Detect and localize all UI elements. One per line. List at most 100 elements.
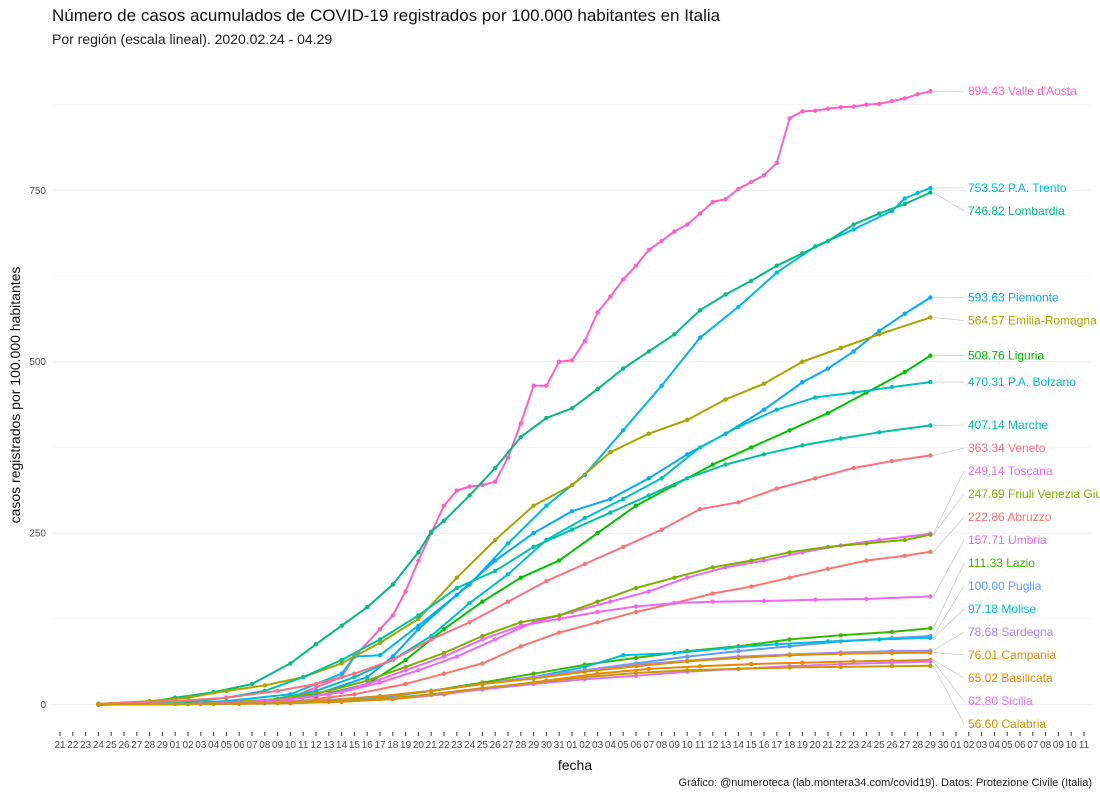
data-point <box>902 96 907 101</box>
data-point <box>96 702 101 707</box>
data-point <box>365 678 370 683</box>
data-point <box>761 558 767 563</box>
x-tick-label: 01 <box>566 740 578 751</box>
data-point <box>851 227 856 232</box>
data-point <box>467 484 472 489</box>
data-point <box>621 653 626 658</box>
data-point <box>403 664 408 670</box>
data-point <box>710 199 715 205</box>
data-point <box>851 222 856 227</box>
data-point <box>480 633 485 639</box>
label-leader-line <box>933 470 965 534</box>
data-point <box>928 663 933 668</box>
x-tick-label: 17 <box>374 740 386 751</box>
data-point <box>928 295 933 300</box>
data-point <box>608 450 613 455</box>
data-point <box>685 476 690 481</box>
data-point <box>275 701 280 706</box>
end-label: 753.52 P.A. Trento <box>968 181 1067 195</box>
data-point <box>710 591 715 596</box>
data-point <box>608 510 613 515</box>
x-tick-label: 30 <box>541 740 553 751</box>
end-label: 62.80 Sicilia <box>968 694 1033 708</box>
data-point <box>889 650 895 656</box>
data-point <box>800 380 805 385</box>
data-point <box>800 251 805 256</box>
x-tick-label: 31 <box>554 740 566 751</box>
data-point <box>390 582 395 587</box>
x-axis-title: fecha <box>558 757 592 773</box>
data-point <box>582 664 587 670</box>
label-leader-line <box>933 317 965 321</box>
x-tick-label: 04 <box>989 740 1001 751</box>
x-tick-label: 11 <box>1079 740 1090 751</box>
label-leader-line <box>933 665 965 725</box>
x-tick-label: 06 <box>630 740 642 751</box>
x-tick-label: 04 <box>605 740 617 751</box>
data-point <box>877 637 882 642</box>
data-point <box>403 589 408 594</box>
data-point <box>505 599 511 604</box>
x-tick-label: 26 <box>118 740 130 751</box>
x-tick-label: 23 <box>451 740 463 751</box>
label-leader-line <box>933 192 965 212</box>
data-point <box>633 655 639 661</box>
series-line <box>98 651 931 706</box>
x-tick-label: 10 <box>285 740 297 751</box>
data-point <box>749 584 754 589</box>
data-point <box>736 186 741 192</box>
data-point <box>454 575 459 580</box>
data-point <box>928 549 933 554</box>
data-point <box>339 657 344 663</box>
label-leader-line <box>933 608 965 639</box>
data-point <box>569 509 575 514</box>
x-tick-label: 20 <box>413 740 425 751</box>
data-point <box>403 668 408 673</box>
data-point <box>441 626 447 632</box>
data-point <box>761 452 767 457</box>
data-point <box>493 637 498 642</box>
data-point <box>736 500 741 505</box>
y-tick-label: 500 <box>29 357 46 368</box>
data-point <box>710 565 715 570</box>
data-point <box>390 613 395 618</box>
data-point <box>377 640 383 646</box>
label-leader-line <box>933 631 965 651</box>
x-tick-label: 21 <box>54 740 66 751</box>
data-point <box>595 599 600 604</box>
x-tick-label: 26 <box>490 740 502 751</box>
data-point <box>685 654 690 659</box>
data-point <box>633 604 639 609</box>
data-point <box>608 599 613 604</box>
data-point <box>659 527 664 532</box>
x-tick-label: 09 <box>1053 740 1065 751</box>
data-point <box>454 592 459 598</box>
data-point <box>697 211 703 216</box>
data-point <box>352 674 357 680</box>
x-tick-label: 08 <box>656 740 668 751</box>
data-point <box>928 594 933 599</box>
x-tick-label: 08 <box>1040 740 1052 751</box>
data-point <box>825 366 831 371</box>
data-point <box>800 443 805 448</box>
data-point <box>736 655 741 661</box>
label-leader-line <box>933 661 965 702</box>
x-tick-label: 18 <box>784 740 796 751</box>
x-tick-label: 03 <box>976 740 988 751</box>
data-point <box>889 664 895 669</box>
data-point <box>301 674 306 680</box>
x-tick-label: 10 <box>1066 740 1078 751</box>
data-point <box>761 598 767 604</box>
series-line <box>98 635 931 706</box>
x-tick-label: 05 <box>221 740 233 751</box>
label-leader-line <box>933 493 965 535</box>
data-point <box>467 493 472 498</box>
data-point <box>813 597 818 602</box>
data-point <box>736 648 741 654</box>
data-point <box>761 407 767 412</box>
data-point <box>685 659 690 664</box>
data-point <box>365 681 370 687</box>
x-tick-label: 25 <box>106 740 118 751</box>
data-point <box>262 683 267 688</box>
data-point <box>749 179 754 185</box>
